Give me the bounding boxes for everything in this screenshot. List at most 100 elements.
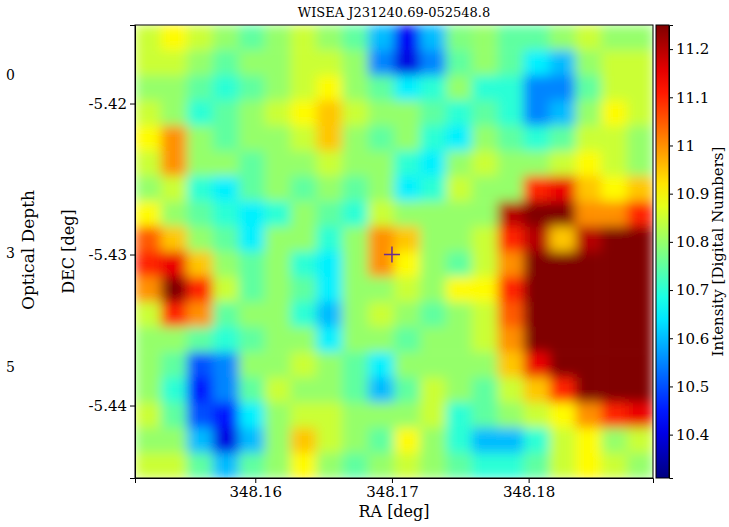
heatmap-cell bbox=[161, 453, 187, 478]
heatmap-cell bbox=[213, 226, 239, 252]
heatmap-cell bbox=[342, 100, 368, 126]
heatmap-cell bbox=[265, 100, 291, 126]
heatmap-cell bbox=[575, 126, 601, 152]
heatmap-cell bbox=[316, 352, 342, 378]
chart-title: WISEA J231240.69-052548.8 bbox=[298, 5, 490, 20]
x-axis-title: RA [deg] bbox=[358, 502, 429, 521]
heatmap-cell bbox=[601, 302, 627, 328]
heatmap-cell bbox=[627, 453, 653, 478]
heatmap-cell bbox=[342, 453, 368, 478]
heatmap-cell bbox=[213, 50, 239, 76]
heatmap-cell bbox=[239, 453, 265, 478]
heatmap-cell bbox=[394, 100, 420, 126]
tick: 11 bbox=[669, 137, 695, 155]
heatmap-cell bbox=[524, 201, 550, 227]
heatmap-cell bbox=[446, 453, 472, 478]
heatmap-cell bbox=[342, 302, 368, 328]
heatmap-cell bbox=[316, 277, 342, 303]
heatmap-cell bbox=[239, 50, 265, 76]
heatmap-cell bbox=[368, 377, 394, 403]
heatmap-cell bbox=[601, 402, 627, 428]
heatmap-cell bbox=[368, 50, 394, 76]
heatmap-cell bbox=[472, 251, 498, 277]
heatmap-cell bbox=[316, 402, 342, 428]
heatmap-cell bbox=[187, 151, 213, 177]
heatmap-cell bbox=[394, 302, 420, 328]
heatmap-cell bbox=[627, 100, 653, 126]
markers bbox=[384, 247, 400, 263]
source-marker bbox=[384, 247, 400, 263]
tick-label: -5.42 bbox=[89, 95, 127, 113]
heatmap-cell bbox=[524, 453, 550, 478]
heatmap-cell bbox=[472, 100, 498, 126]
heatmap-cell bbox=[627, 25, 653, 51]
heatmap-cell bbox=[135, 176, 161, 202]
heatmap-cell bbox=[446, 428, 472, 454]
heatmap-cell bbox=[472, 327, 498, 353]
heatmap-cell bbox=[368, 453, 394, 478]
heatmap-cell bbox=[472, 201, 498, 227]
heatmap-cell bbox=[316, 100, 342, 126]
heatmap-cell bbox=[161, 352, 187, 378]
heatmap-cell bbox=[239, 25, 265, 51]
colorbar-title: Intensity [Digital Numbers] bbox=[709, 147, 727, 357]
heatmap-cell bbox=[342, 327, 368, 353]
heatmap-cell bbox=[161, 151, 187, 177]
heatmap-cell bbox=[368, 25, 394, 51]
heatmap-cell bbox=[472, 151, 498, 177]
axis-line bbox=[130, 26, 136, 479]
heatmap-cell bbox=[472, 453, 498, 478]
heatmap-cell bbox=[601, 100, 627, 126]
heatmap-cell bbox=[213, 327, 239, 353]
heatmap-cell bbox=[498, 151, 524, 177]
heatmap-cell bbox=[394, 377, 420, 403]
heatmap-cell bbox=[239, 75, 265, 101]
heatmap-cell bbox=[316, 428, 342, 454]
heatmap-cell bbox=[575, 25, 601, 51]
heatmap-cell bbox=[394, 151, 420, 177]
heatmap-cell bbox=[601, 226, 627, 252]
heatmap-cell bbox=[290, 277, 316, 303]
heatmap-cell bbox=[135, 25, 161, 51]
heatmap-cell bbox=[601, 201, 627, 227]
heatmap-cell bbox=[187, 377, 213, 403]
heatmap-cell bbox=[524, 302, 550, 328]
heatmap-cell bbox=[161, 100, 187, 126]
heatmap-cell bbox=[213, 100, 239, 126]
tick-label: -5.44 bbox=[89, 397, 127, 415]
heatmap-cell bbox=[187, 100, 213, 126]
tick: 10.6 bbox=[669, 330, 709, 348]
heatmap-cell bbox=[265, 25, 291, 51]
heatmap-cell bbox=[524, 151, 550, 177]
heatmap-cell bbox=[290, 377, 316, 403]
heatmap-cell bbox=[213, 377, 239, 403]
heatmap-cell bbox=[420, 201, 446, 227]
heatmap-cell bbox=[472, 75, 498, 101]
heatmap-cell bbox=[601, 377, 627, 403]
heatmap-cell bbox=[135, 75, 161, 101]
tick-mark bbox=[669, 145, 673, 146]
heatmap-cell bbox=[575, 377, 601, 403]
heatmap-cell bbox=[575, 100, 601, 126]
heatmap-cell bbox=[342, 50, 368, 76]
heatmap-cell bbox=[135, 327, 161, 353]
heatmap-cell bbox=[290, 25, 316, 51]
tick-mark bbox=[130, 104, 135, 105]
heatmap-cell bbox=[213, 453, 239, 478]
heatmap-cell bbox=[498, 377, 524, 403]
heatmap-cell bbox=[394, 176, 420, 202]
heatmap-cell bbox=[549, 277, 575, 303]
heatmap-cell bbox=[368, 100, 394, 126]
heatmap-cell bbox=[601, 453, 627, 478]
heatmap-cell bbox=[549, 126, 575, 152]
heatmap-cell bbox=[549, 100, 575, 126]
heatmap-cell bbox=[394, 201, 420, 227]
heatmap-cell bbox=[265, 50, 291, 76]
heatmap-cell bbox=[498, 277, 524, 303]
tick-label: 10.8 bbox=[676, 233, 709, 251]
heatmap-cell bbox=[524, 377, 550, 403]
heatmap-cell bbox=[420, 402, 446, 428]
heatmap-cell bbox=[187, 327, 213, 353]
heatmap-cell bbox=[394, 226, 420, 252]
heatmap-cell bbox=[342, 428, 368, 454]
